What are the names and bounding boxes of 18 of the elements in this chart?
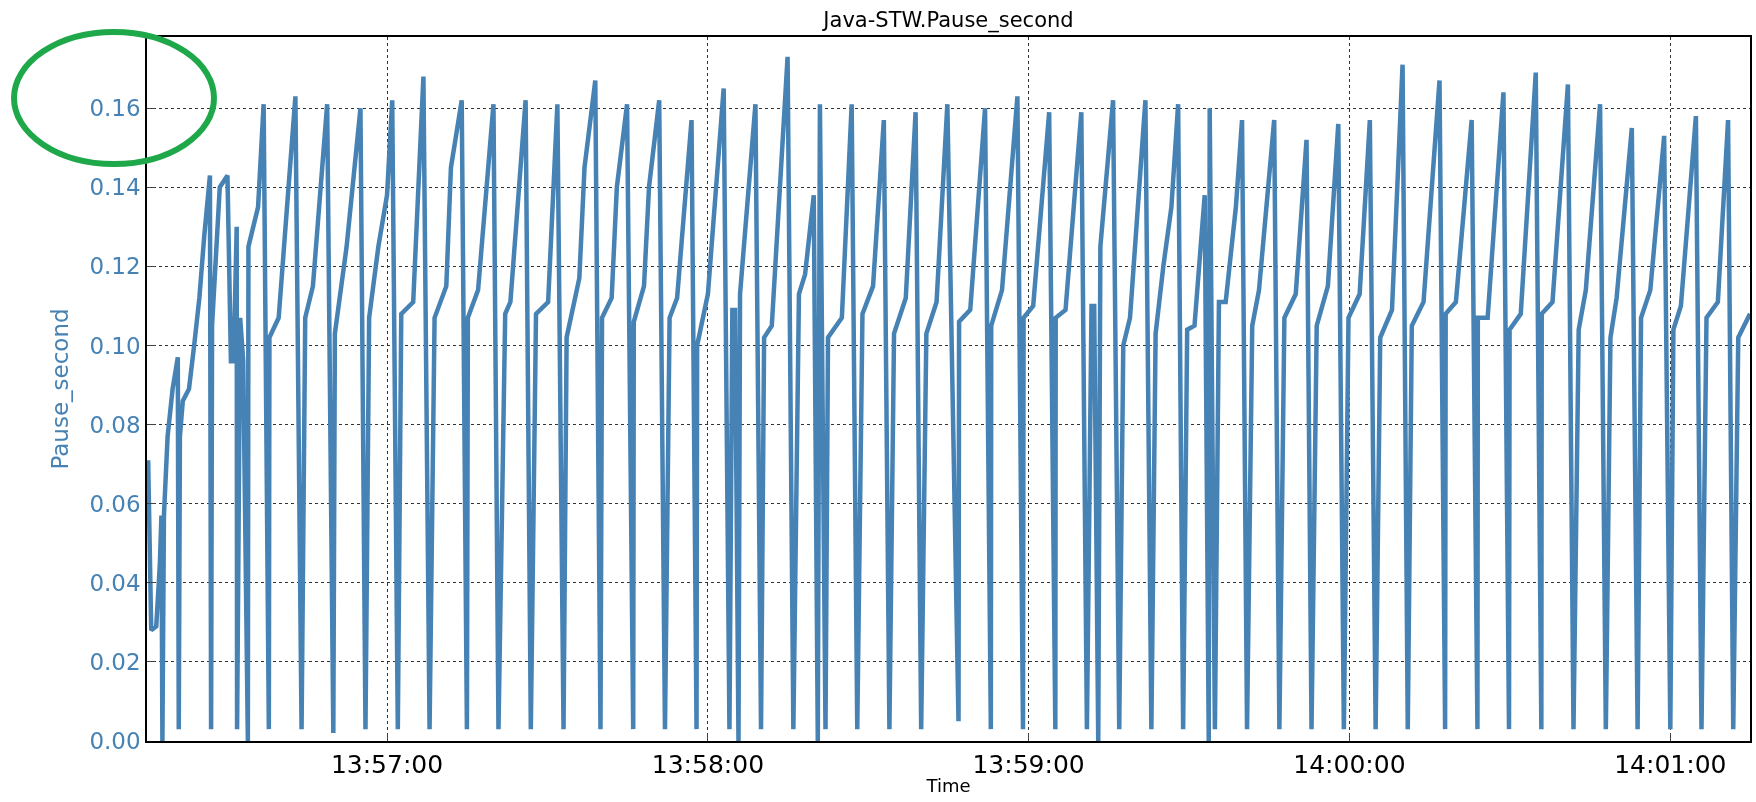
y-tick-label: 0.14 [89,174,141,201]
y-tick-label: 0.02 [89,648,141,675]
y-tick-label: 0.00 [89,728,141,755]
x-tick-label: 13:58:00 [651,749,765,779]
y-tick-label: 0.16 [89,95,141,122]
y-tick-label: 0.04 [89,569,141,596]
x-axis-title: Time [925,775,971,797]
y-tick-label: 0.10 [89,332,141,359]
x-tick-label: 13:57:00 [330,749,444,779]
y-axis-title: Pause_second [47,308,74,470]
y-tick-label: 0.12 [89,253,141,280]
line-series [147,54,1750,741]
x-tick-label: 13:59:00 [972,749,1085,779]
y-tick-label: 0.06 [89,490,141,517]
y-tick-label: 0.08 [89,411,141,438]
x-tick-label: 14:00:00 [1293,749,1406,779]
chart-title: Java-STW.Pause_second [821,7,1074,33]
x-tick-label: 14:01:00 [1614,749,1727,779]
